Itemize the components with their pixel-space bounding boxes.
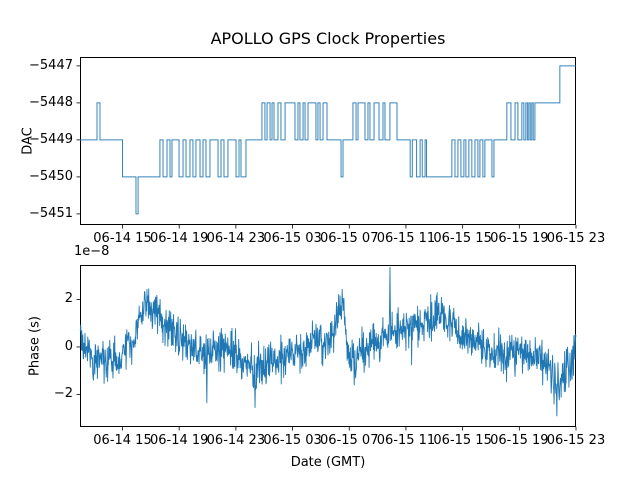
x-tick-label: 06-14 15 <box>93 433 152 448</box>
x-tick-label: 06-15 23 <box>546 231 606 246</box>
x-tick-label: 06-14 15 <box>93 231 152 246</box>
x-tick-label: 06-15 11 <box>376 433 436 448</box>
x-tick-label: 06-15 11 <box>376 231 436 246</box>
x-tick-label: 06-15 19 <box>490 231 549 246</box>
x-tick-label: 06-15 07 <box>320 433 379 448</box>
x-tick-label: 06-15 23 <box>546 433 606 448</box>
dac-plot-svg <box>76 57 577 229</box>
x-tick-label: 06-15 03 <box>263 231 322 246</box>
y-tick-label: 0 <box>64 338 73 354</box>
y-tick-label: −5449 <box>29 131 73 147</box>
x-tick-label: 06-15 07 <box>320 231 379 246</box>
phase-axes <box>76 265 577 431</box>
y-tick-label: −5447 <box>29 57 73 73</box>
y-tick-label: −2 <box>53 386 73 402</box>
y-tick-label: −5448 <box>29 94 73 110</box>
x-tick-label: 06-15 15 <box>433 433 492 448</box>
phase-offset-multiplier: 1e−8 <box>74 244 110 259</box>
x-tick-label: 06-15 03 <box>263 433 322 448</box>
dac-axes <box>76 57 577 229</box>
phase-plot-svg <box>76 265 577 431</box>
date-axis-label: Date (GMT) <box>290 455 366 470</box>
x-tick-label: 06-14 19 <box>149 433 209 448</box>
y-tick-label: −5450 <box>29 168 73 184</box>
x-tick-label: 06-15 15 <box>433 231 492 246</box>
y-tick-label: 2 <box>64 291 73 307</box>
x-tick-label: 06-14 23 <box>206 433 266 448</box>
chart-title: APOLLO GPS Clock Properties <box>210 29 446 48</box>
y-tick-label: −5451 <box>29 205 73 221</box>
x-tick-label: 06-15 19 <box>490 433 549 448</box>
phase-noise-line <box>79 266 577 417</box>
x-tick-label: 06-14 19 <box>149 231 209 246</box>
dac-step-line <box>80 65 576 215</box>
x-tick-label: 06-14 23 <box>206 231 266 246</box>
